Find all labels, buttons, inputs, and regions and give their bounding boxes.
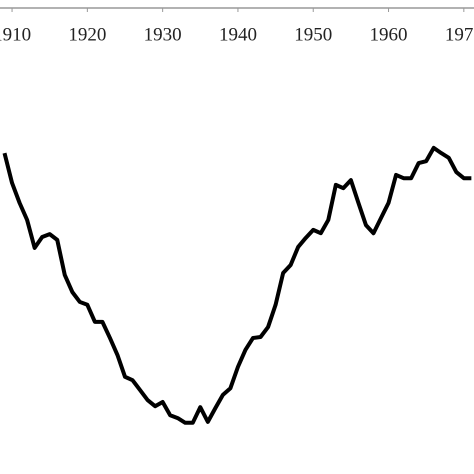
x-tick-label: 1960 — [370, 24, 408, 45]
x-tick-label: 1950 — [294, 24, 332, 45]
x-tick-label: 1940 — [219, 24, 257, 45]
data-line — [2, 145, 472, 425]
x-tick-label: 1970 — [445, 24, 474, 45]
x-tick-label: 1910 — [0, 24, 31, 45]
x-tick-label: 1920 — [68, 24, 106, 45]
x-tick-label: 1930 — [144, 24, 182, 45]
